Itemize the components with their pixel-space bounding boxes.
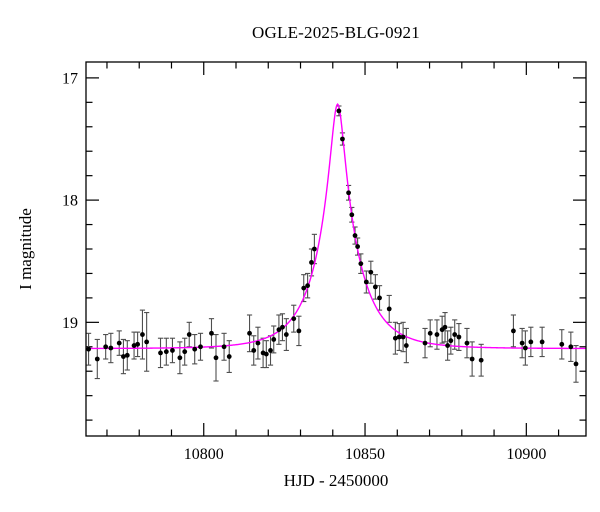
- data-point: [368, 269, 374, 275]
- data-point: [271, 337, 277, 342]
- data-point: [400, 334, 406, 340]
- data-point: [182, 349, 188, 355]
- data-point: [427, 330, 433, 336]
- data-point: [352, 233, 358, 238]
- data-point: [255, 340, 261, 346]
- y-tick-label: 19: [62, 315, 78, 332]
- data-point: [251, 348, 257, 353]
- data-point: [336, 108, 342, 114]
- axis-ticks: [86, 62, 586, 436]
- data-point: [396, 334, 402, 340]
- data-point: [124, 352, 130, 358]
- data-point: [163, 349, 169, 355]
- data-point: [108, 345, 114, 351]
- data-point: [135, 341, 141, 347]
- data-point: [363, 279, 369, 285]
- x-tick-label: 10900: [506, 446, 546, 463]
- x-tick-label: 10800: [184, 446, 224, 463]
- data-point: [403, 343, 409, 348]
- data-point: [445, 343, 451, 348]
- data-point: [103, 344, 109, 350]
- data-point: [456, 334, 462, 340]
- model-curve: [86, 103, 586, 350]
- data-point: [434, 332, 440, 337]
- data-point: [478, 357, 484, 363]
- data-point: [280, 324, 285, 330]
- data-point: [94, 356, 100, 362]
- data-point: [377, 295, 382, 301]
- data-point: [573, 361, 579, 367]
- data-point: [422, 340, 428, 346]
- data-point: [511, 328, 516, 334]
- data-point: [247, 330, 252, 336]
- data-point: [386, 306, 392, 312]
- data-point: [539, 339, 545, 345]
- data-point: [213, 355, 219, 361]
- data-points: [86, 108, 579, 367]
- data-point: [186, 332, 192, 337]
- data-point: [170, 348, 175, 353]
- data-point: [144, 339, 150, 345]
- data-point: [276, 327, 282, 333]
- data-point: [116, 340, 122, 346]
- data-point: [263, 351, 269, 357]
- data-point: [448, 338, 454, 344]
- data-point: [86, 346, 91, 352]
- data-point: [568, 344, 574, 350]
- data-point: [140, 332, 145, 337]
- data-point: [346, 190, 351, 196]
- data-point: [305, 283, 311, 289]
- data-point: [349, 212, 355, 218]
- data-point: [372, 284, 378, 290]
- data-point: [442, 324, 448, 330]
- data-point: [528, 339, 534, 345]
- data-point: [522, 345, 528, 351]
- data-point: [464, 340, 470, 346]
- data-point: [283, 332, 289, 337]
- data-point: [311, 246, 317, 252]
- error-bars: [85, 105, 579, 383]
- data-point: [301, 285, 307, 291]
- tick-labels: 10800 10850 10900 17 18 19: [62, 70, 546, 463]
- data-point: [559, 341, 565, 347]
- x-tick-label: 10850: [345, 446, 385, 463]
- x-axis-label: HJD - 2450000: [283, 471, 389, 490]
- data-point: [158, 350, 163, 356]
- data-point: [340, 136, 345, 142]
- data-point: [392, 335, 398, 341]
- data-point: [296, 328, 302, 334]
- data-point: [221, 344, 227, 350]
- data-point: [209, 330, 214, 336]
- y-tick-label: 17: [62, 70, 78, 87]
- chart-title: OGLE-2025-BLG-0921: [252, 23, 420, 42]
- data-point: [268, 348, 273, 353]
- data-point: [226, 354, 232, 359]
- data-point: [358, 261, 364, 267]
- data-point: [121, 354, 126, 359]
- data-point: [177, 355, 183, 361]
- data-point: [519, 340, 525, 346]
- data-point: [469, 356, 475, 362]
- data-point: [452, 332, 458, 337]
- axes-frame: [85, 61, 587, 437]
- data-point: [198, 344, 203, 350]
- data-point: [309, 260, 314, 265]
- data-point: [355, 244, 361, 249]
- data-point: [291, 316, 297, 322]
- data-point: [192, 346, 198, 352]
- y-tick-label: 18: [62, 193, 78, 210]
